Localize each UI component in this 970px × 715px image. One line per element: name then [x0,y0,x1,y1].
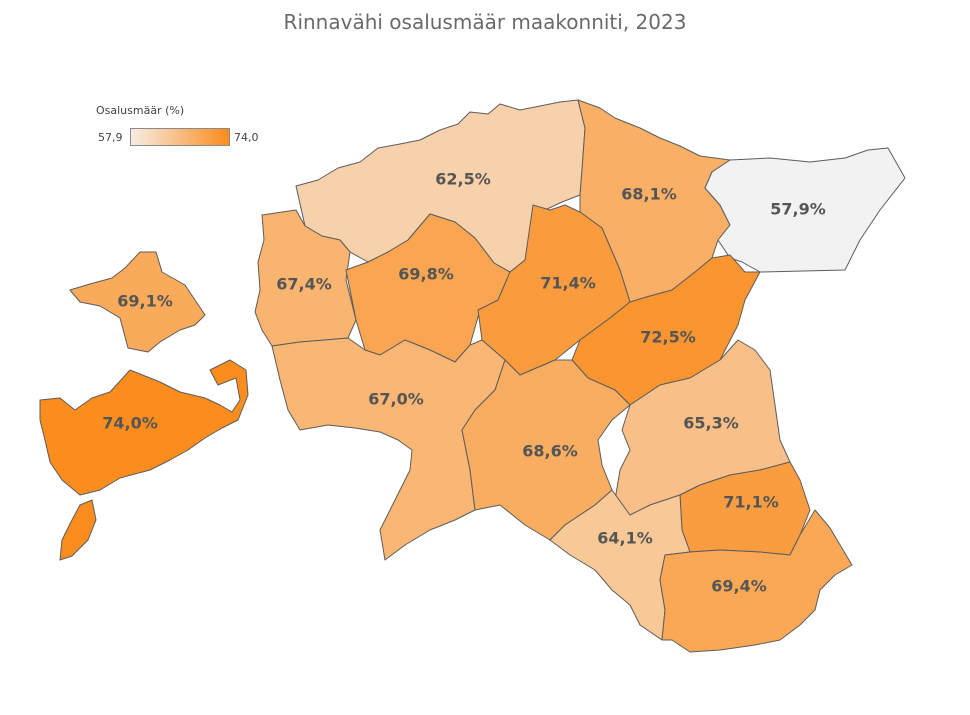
region-jarva[interactable] [477,204,631,376]
region-value-label: 74,0% [102,414,158,433]
legend-title: Osalusmäär (%) [96,104,185,117]
legend-min-label: 57,9 [98,131,123,144]
region-value-label: 68,1% [621,185,677,204]
map-title: Rinnavähi osalusmäär maakonniti, 2023 [283,10,687,34]
legend-gradient-bar [130,128,230,146]
region-voru[interactable] [659,509,853,653]
color-legend: Osalusmäär (%) 57,9 74,0 [96,104,296,154]
region-value-label: 57,9% [770,200,826,219]
region-saare-islet[interactable] [59,499,97,561]
region-saare[interactable] [39,359,249,496]
region-value-label: 68,6% [522,442,578,461]
region-value-label: 64,1% [597,529,653,548]
region-value-label: 69,4% [711,577,767,596]
region-value-label: 62,5% [435,170,491,189]
region-value-label: 71,1% [723,493,779,512]
region-value-label: 67,4% [276,275,332,294]
legend-max-label: 74,0 [234,131,259,144]
region-value-label: 69,1% [117,292,173,311]
region-value-label: 71,4% [540,274,596,293]
region-hiiu[interactable] [69,251,206,353]
region-value-label: 69,8% [398,265,454,284]
region-value-label: 65,3% [683,414,739,433]
region-value-label: 72,5% [640,328,696,347]
region-value-label: 67,0% [368,390,424,409]
region-ida-viru[interactable] [704,147,906,273]
